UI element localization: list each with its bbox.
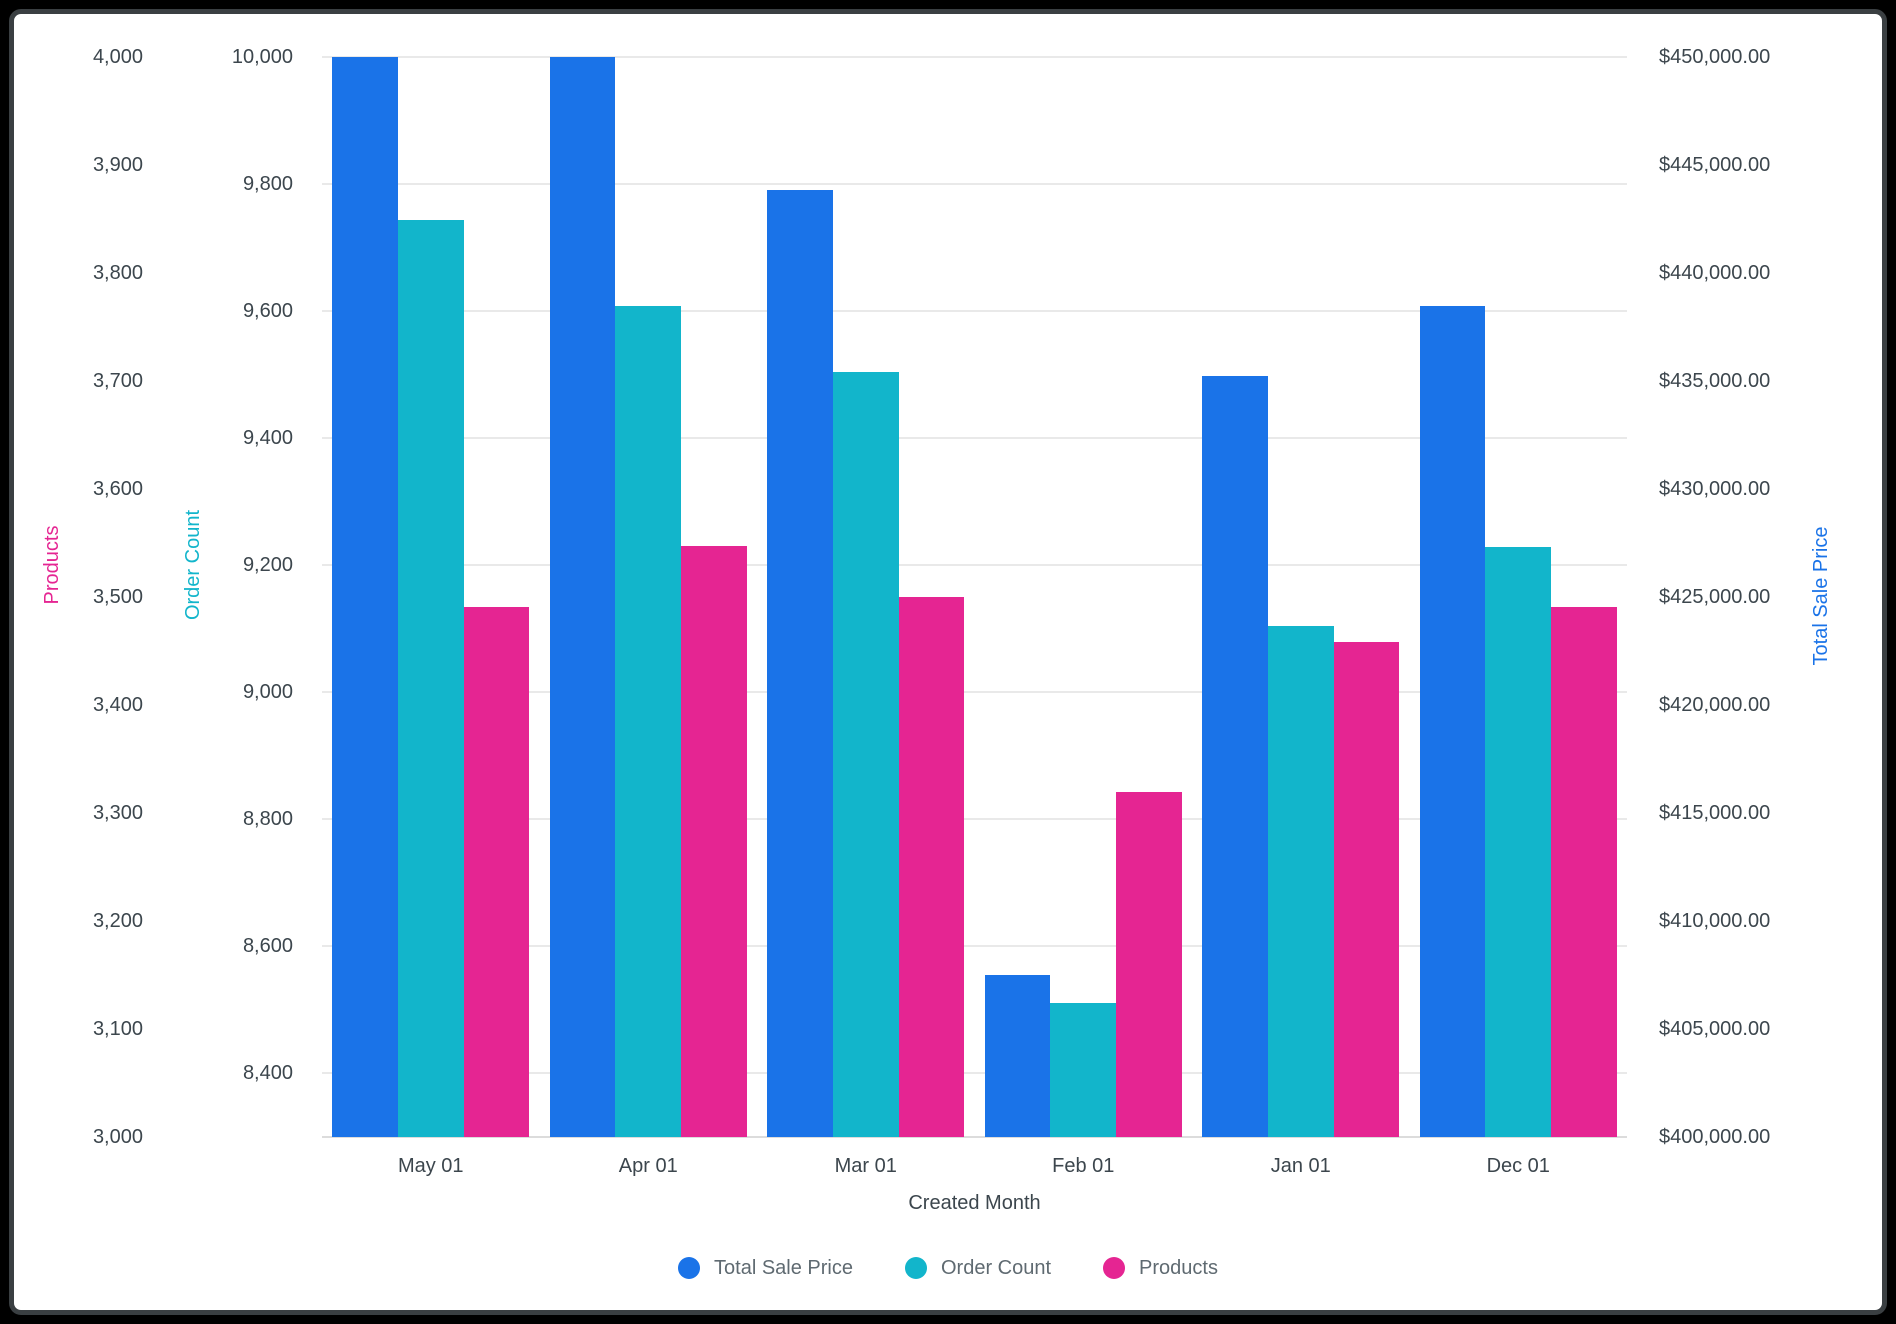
- bar-order-count[interactable]: [397, 220, 464, 1137]
- total-sale-price-axis-tick: $425,000.00: [1659, 586, 1771, 608]
- products-axis-tick: 3,100: [92, 1018, 143, 1040]
- gridline: [322, 310, 1627, 313]
- total-sale-price-axis-tick: $420,000.00: [1659, 694, 1771, 716]
- x-axis-line: [322, 1136, 1627, 1138]
- gridline: [322, 691, 1627, 694]
- products-axis-tick: 3,800: [92, 262, 143, 284]
- products-axis-title: Products: [41, 525, 63, 605]
- bar-total-sale-price[interactable]: [549, 57, 616, 1137]
- gridline: [322, 56, 1627, 58]
- gridline: [322, 1072, 1627, 1075]
- bar-products[interactable]: [898, 597, 965, 1137]
- total-sale-price-axis-tick: $445,000.00: [1659, 154, 1771, 176]
- order-count-axis-tick: 9,000: [242, 681, 293, 704]
- legend-item-products[interactable]: Products: [1103, 1256, 1218, 1280]
- bar-order-count[interactable]: [1050, 1002, 1117, 1137]
- legend-dot-icon: [904, 1257, 927, 1279]
- x-axis-category-label: Dec 01: [1486, 1155, 1550, 1177]
- bar-order-count[interactable]: [832, 372, 899, 1137]
- total-sale-price-axis-tick: $450,000.00: [1659, 46, 1771, 68]
- total-sale-price-axis-tick: $440,000.00: [1659, 262, 1771, 284]
- legend-item-order-count[interactable]: Order Count: [904, 1256, 1052, 1280]
- legend-dot-icon: [678, 1257, 701, 1279]
- legend: Total Sale Price Order Count Products: [0, 1256, 1896, 1280]
- legend-label: Order Count: [940, 1257, 1052, 1279]
- products-axis-tick: 3,300: [92, 802, 143, 824]
- bar-order-count[interactable]: [615, 306, 682, 1137]
- x-axis-category-label: Jan 01: [1270, 1155, 1331, 1177]
- bar-total-sale-price[interactable]: [332, 57, 398, 1137]
- products-axis-tick: 3,500: [92, 586, 143, 608]
- total-sale-price-axis-tick: $400,000.00: [1659, 1126, 1771, 1148]
- total-sale-price-axis-tick: $405,000.00: [1659, 1018, 1771, 1040]
- order-count-axis-tick: 9,400: [242, 427, 293, 450]
- legend-dot-icon: [1103, 1257, 1126, 1279]
- order-count-axis-tick: 9,800: [242, 173, 293, 196]
- bar-products[interactable]: [681, 546, 747, 1137]
- products-axis-tick: 4,000: [92, 46, 143, 68]
- products-axis-tick: 3,600: [92, 478, 143, 500]
- order-count-axis-tick: 8,800: [242, 808, 293, 831]
- gridline: [322, 183, 1627, 186]
- x-axis-category-label: Apr 01: [618, 1155, 678, 1177]
- order-count-axis-tick: 10,000: [231, 46, 293, 68]
- bar-total-sale-price[interactable]: [984, 975, 1051, 1137]
- order-count-axis-tick: 9,600: [242, 300, 293, 323]
- x-axis-title: Created Month: [908, 1192, 1041, 1214]
- bar-products[interactable]: [1116, 792, 1182, 1137]
- gridline: [322, 945, 1627, 948]
- legend-label: Products: [1139, 1257, 1218, 1279]
- legend-item-total-sale-price[interactable]: Total Sale Price: [678, 1256, 853, 1280]
- x-axis-category-label: May 01: [397, 1155, 464, 1177]
- x-axis-category-label: Mar 01: [834, 1155, 897, 1177]
- bar-order-count[interactable]: [1267, 625, 1334, 1137]
- bar-order-count[interactable]: [1485, 546, 1552, 1137]
- order-count-axis-tick: 9,200: [242, 554, 293, 577]
- products-axis-tick: 3,400: [92, 694, 143, 716]
- products-axis-tick: 3,900: [92, 154, 143, 176]
- total-sale-price-axis-tick: $415,000.00: [1659, 802, 1771, 824]
- products-axis-tick: 3,000: [92, 1126, 143, 1148]
- bar-total-sale-price[interactable]: [767, 190, 833, 1137]
- order-count-axis-title: Order Count: [182, 509, 204, 621]
- gridline: [322, 437, 1627, 440]
- legend-label: Total Sale Price: [714, 1257, 853, 1279]
- total-sale-price-axis-tick: $435,000.00: [1659, 370, 1771, 392]
- bar-products[interactable]: [463, 606, 530, 1137]
- bar-total-sale-price[interactable]: [1419, 306, 1486, 1137]
- bar-products[interactable]: [1333, 642, 1400, 1137]
- products-axis-tick: 3,700: [92, 370, 143, 392]
- gridline: [322, 818, 1627, 821]
- order-count-axis-tick: 8,600: [242, 935, 293, 958]
- gridline: [322, 564, 1627, 567]
- bar-total-sale-price[interactable]: [1202, 376, 1268, 1137]
- total-sale-price-axis-tick: $430,000.00: [1659, 478, 1771, 500]
- products-axis-tick: 3,200: [92, 910, 143, 932]
- order-count-axis-tick: 8,400: [242, 1062, 293, 1085]
- bar-products[interactable]: [1551, 606, 1617, 1137]
- total-sale-price-axis-title: Total Sale Price: [1810, 526, 1832, 666]
- total-sale-price-axis-tick: $410,000.00: [1659, 910, 1771, 932]
- x-axis-category-label: Feb 01: [1052, 1155, 1115, 1177]
